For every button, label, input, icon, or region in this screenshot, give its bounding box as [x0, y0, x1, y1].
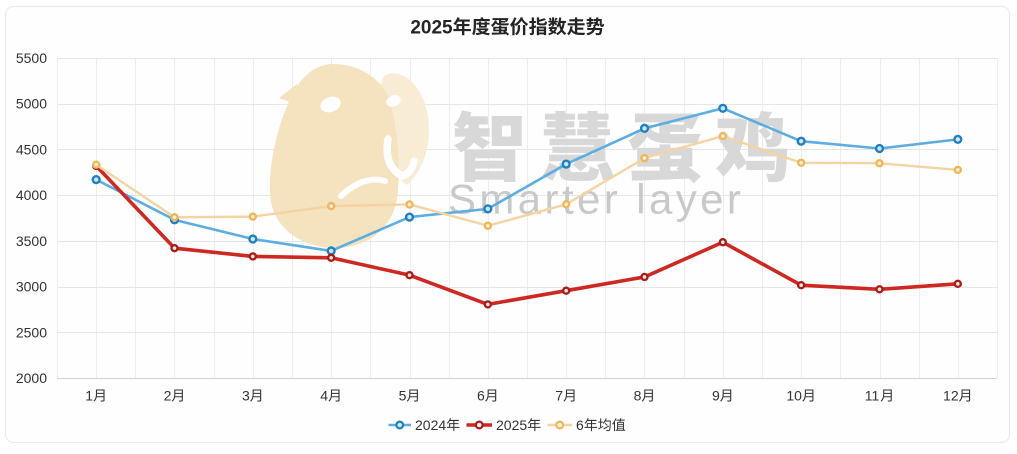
svg-text:8: 8 [634, 388, 642, 404]
svg-text:6: 6 [477, 388, 485, 404]
svg-text:1: 1 [85, 388, 93, 404]
svg-text:7: 7 [555, 388, 563, 404]
svg-text:4000: 4000 [16, 187, 47, 203]
svg-text:2: 2 [164, 388, 172, 404]
svg-text:4500: 4500 [16, 141, 47, 157]
svg-text:Smarter layer: Smarter layer [448, 176, 744, 223]
svg-text:2000: 2000 [16, 370, 47, 386]
svg-text:5: 5 [399, 388, 407, 404]
svg-text:2025: 2025 [410, 18, 453, 39]
svg-text:11: 11 [865, 388, 880, 404]
svg-text:12: 12 [943, 388, 959, 404]
svg-text:9: 9 [712, 388, 720, 404]
svg-text:5500: 5500 [16, 50, 47, 66]
svg-text:2024: 2024 [415, 417, 446, 433]
svg-text:4: 4 [320, 388, 328, 404]
svg-text:10: 10 [786, 388, 802, 404]
svg-text:2500: 2500 [16, 324, 47, 340]
svg-text:6: 6 [576, 417, 584, 433]
svg-text:5000: 5000 [16, 96, 47, 112]
svg-text:2025: 2025 [496, 417, 527, 433]
svg-text:3: 3 [242, 388, 250, 404]
svg-text:3000: 3000 [16, 279, 47, 295]
svg-text:3500: 3500 [16, 233, 47, 249]
